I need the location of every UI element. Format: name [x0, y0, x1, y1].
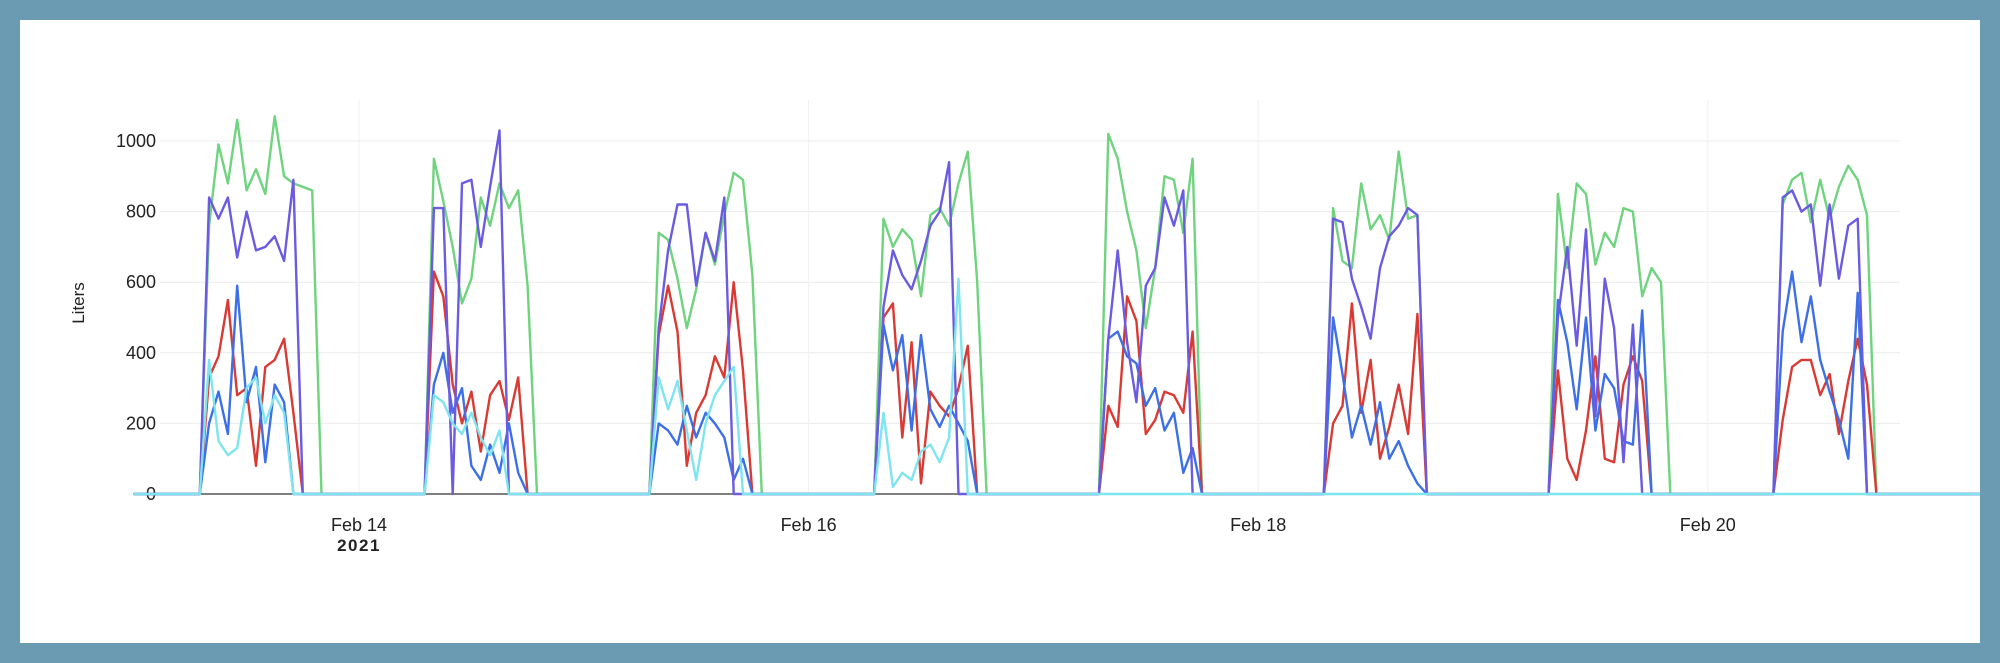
y-tick-label: 200: [126, 413, 156, 433]
series-line-1: [133, 115, 1980, 496]
chart-card: 0 200 400 600 800 1000 Feb 14 Feb 16 Feb 18 Feb …: [20, 20, 1980, 643]
y-axis-label: Liters: [69, 282, 88, 324]
series-line-4: [133, 129, 1980, 496]
x-tick-label: Feb 18: [1230, 515, 1286, 535]
y-tick-label: 600: [126, 272, 156, 292]
x-tick-label: Feb 16: [781, 515, 837, 535]
y-tick-label: 800: [126, 202, 156, 222]
y-tick-label: 400: [126, 343, 156, 363]
series-line-2: [133, 270, 1980, 496]
x-tick-label: Feb 14: [331, 515, 387, 535]
y-tick-label: 1000: [116, 131, 156, 151]
series-line-5: [133, 277, 1980, 496]
year-label: 2021: [337, 536, 381, 555]
series-line-3: [133, 270, 1980, 496]
series-lines: [133, 115, 1980, 496]
x-tick-label: Feb 20: [1680, 515, 1736, 535]
